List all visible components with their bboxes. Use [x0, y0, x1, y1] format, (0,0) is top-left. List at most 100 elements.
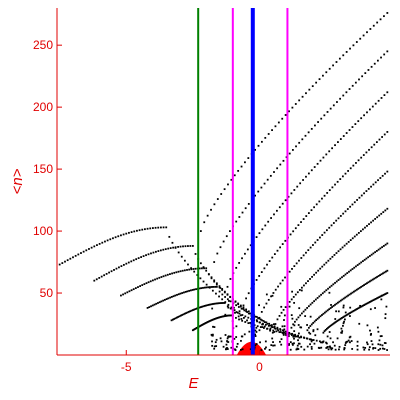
data-point — [316, 317, 319, 320]
data-point — [213, 347, 216, 350]
data-point — [202, 286, 204, 289]
data-point — [382, 272, 384, 275]
data-point — [226, 347, 229, 349]
data-point — [279, 340, 281, 343]
data-point — [187, 245, 189, 247]
data-point — [312, 322, 315, 324]
data-point — [345, 295, 348, 298]
data-point — [365, 151, 368, 154]
data-point — [307, 212, 310, 214]
data-point — [299, 326, 302, 329]
data-point — [368, 348, 370, 351]
data-point — [284, 199, 287, 202]
data-point — [149, 227, 152, 230]
data-point — [373, 62, 376, 65]
data-point — [204, 322, 207, 324]
data-point — [276, 326, 279, 329]
data-point — [290, 334, 293, 337]
data-point — [199, 306, 202, 309]
data-point — [324, 328, 327, 331]
data-point — [269, 174, 272, 177]
data-point — [353, 290, 355, 293]
data-point — [349, 47, 351, 50]
data-point — [297, 348, 300, 350]
data-point — [351, 310, 354, 313]
data-point — [219, 302, 222, 304]
data-point — [289, 348, 292, 351]
data-point — [227, 183, 229, 186]
data-point — [329, 345, 331, 348]
data-point — [241, 319, 244, 322]
data-point — [360, 285, 363, 288]
data-point — [358, 196, 361, 199]
data-point — [112, 237, 114, 240]
data-point — [313, 320, 316, 323]
data-point — [265, 321, 268, 324]
data-point — [325, 347, 328, 349]
data-point — [221, 302, 224, 304]
data-point — [221, 315, 224, 318]
data-point — [210, 286, 213, 288]
data-point — [350, 340, 353, 342]
data-point — [203, 221, 206, 224]
data-point — [238, 310, 241, 313]
data-point — [237, 315, 240, 318]
data-point — [213, 345, 216, 348]
data-point — [315, 339, 318, 342]
data-point — [260, 140, 263, 143]
data-point — [298, 289, 301, 291]
data-point — [113, 269, 115, 271]
data-point — [370, 340, 373, 342]
data-point — [247, 312, 250, 315]
data-point — [93, 245, 96, 248]
data-point — [277, 285, 279, 288]
data-point — [130, 289, 133, 292]
data-point — [138, 229, 141, 232]
data-point — [260, 186, 263, 189]
data-point — [370, 279, 373, 282]
data-point — [296, 185, 299, 188]
data-point — [260, 349, 263, 351]
data-point — [293, 334, 295, 337]
data-point — [343, 318, 346, 321]
data-point — [229, 230, 231, 233]
data-point — [201, 323, 204, 326]
data-point — [329, 257, 332, 260]
data-point — [374, 181, 377, 184]
data-point — [328, 291, 331, 294]
data-point — [364, 346, 367, 349]
data-point — [179, 245, 182, 248]
data-point — [382, 245, 385, 247]
data-point — [311, 301, 314, 304]
data-point — [193, 270, 196, 273]
data-point — [227, 314, 230, 317]
data-point — [258, 275, 261, 277]
data-point — [206, 321, 209, 323]
data-point — [380, 298, 383, 301]
data-point — [350, 311, 353, 314]
data-point — [125, 262, 128, 265]
data-point — [355, 265, 357, 268]
data-point — [266, 322, 269, 325]
data-point — [344, 296, 347, 299]
data-point — [306, 307, 309, 309]
data-point — [318, 347, 321, 350]
data-point — [151, 304, 154, 307]
data-point — [291, 149, 294, 151]
data-point — [386, 242, 389, 245]
data-point — [332, 104, 335, 107]
data-point — [366, 341, 368, 344]
data-point — [352, 310, 355, 312]
data-point — [383, 271, 386, 274]
data-point — [222, 315, 225, 318]
data-point — [245, 310, 248, 313]
data-point — [198, 325, 201, 328]
data-point — [183, 259, 186, 262]
data-point — [326, 192, 329, 194]
data-point — [254, 344, 257, 347]
data-point — [278, 331, 281, 334]
data-point — [214, 302, 217, 305]
data-point — [351, 348, 354, 350]
data-point — [170, 319, 173, 322]
data-point — [358, 78, 360, 81]
